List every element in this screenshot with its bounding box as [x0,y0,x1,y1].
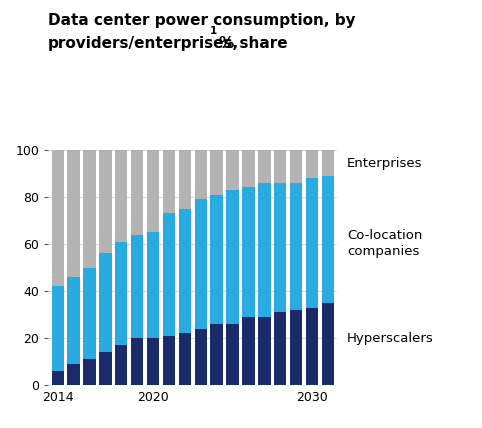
Bar [195,329,207,385]
Bar [227,190,239,324]
Text: Co-location
companies: Co-location companies [347,229,422,259]
Bar [274,312,286,385]
Bar [274,150,286,183]
Bar [242,187,254,317]
Bar [83,268,96,360]
Bar [147,232,159,338]
Bar [67,277,80,364]
Bar [131,235,143,338]
Bar [99,150,112,253]
Text: Data center power consumption, by: Data center power consumption, by [48,13,356,28]
Bar [115,345,128,385]
Bar [163,150,175,214]
Bar [195,150,207,199]
Bar [258,183,270,317]
Bar [321,150,334,176]
Bar [83,360,96,385]
Bar [99,253,112,352]
Bar [179,209,191,333]
Bar [52,286,64,371]
Bar [179,150,191,209]
Bar [195,199,207,329]
Bar [242,317,254,385]
Bar [306,178,318,307]
Bar [227,324,239,385]
Bar [242,150,254,187]
Text: Enterprises: Enterprises [347,157,423,170]
Bar [115,150,128,242]
Bar [179,333,191,385]
Text: providers/enterprises,: providers/enterprises, [48,36,240,51]
Text: Hyperscalers: Hyperscalers [347,332,434,345]
Bar [306,307,318,385]
Bar [52,371,64,385]
Bar [67,364,80,385]
Bar [99,352,112,385]
Bar [274,183,286,312]
Bar [227,150,239,190]
Bar [290,150,302,183]
Text: % share: % share [216,36,288,51]
Bar [211,324,223,385]
Text: 1: 1 [210,26,217,36]
Bar [306,150,318,178]
Bar [211,195,223,324]
Bar [83,150,96,268]
Bar [321,303,334,385]
Bar [290,310,302,385]
Bar [211,150,223,194]
Bar [115,242,128,345]
Bar [321,176,334,303]
Bar [67,150,80,277]
Bar [163,214,175,336]
Bar [147,338,159,385]
Bar [52,150,64,286]
Bar [131,150,143,235]
Bar [147,150,159,232]
Bar [258,150,270,183]
Bar [163,336,175,385]
Bar [290,183,302,310]
Bar [131,338,143,385]
Bar [258,317,270,385]
